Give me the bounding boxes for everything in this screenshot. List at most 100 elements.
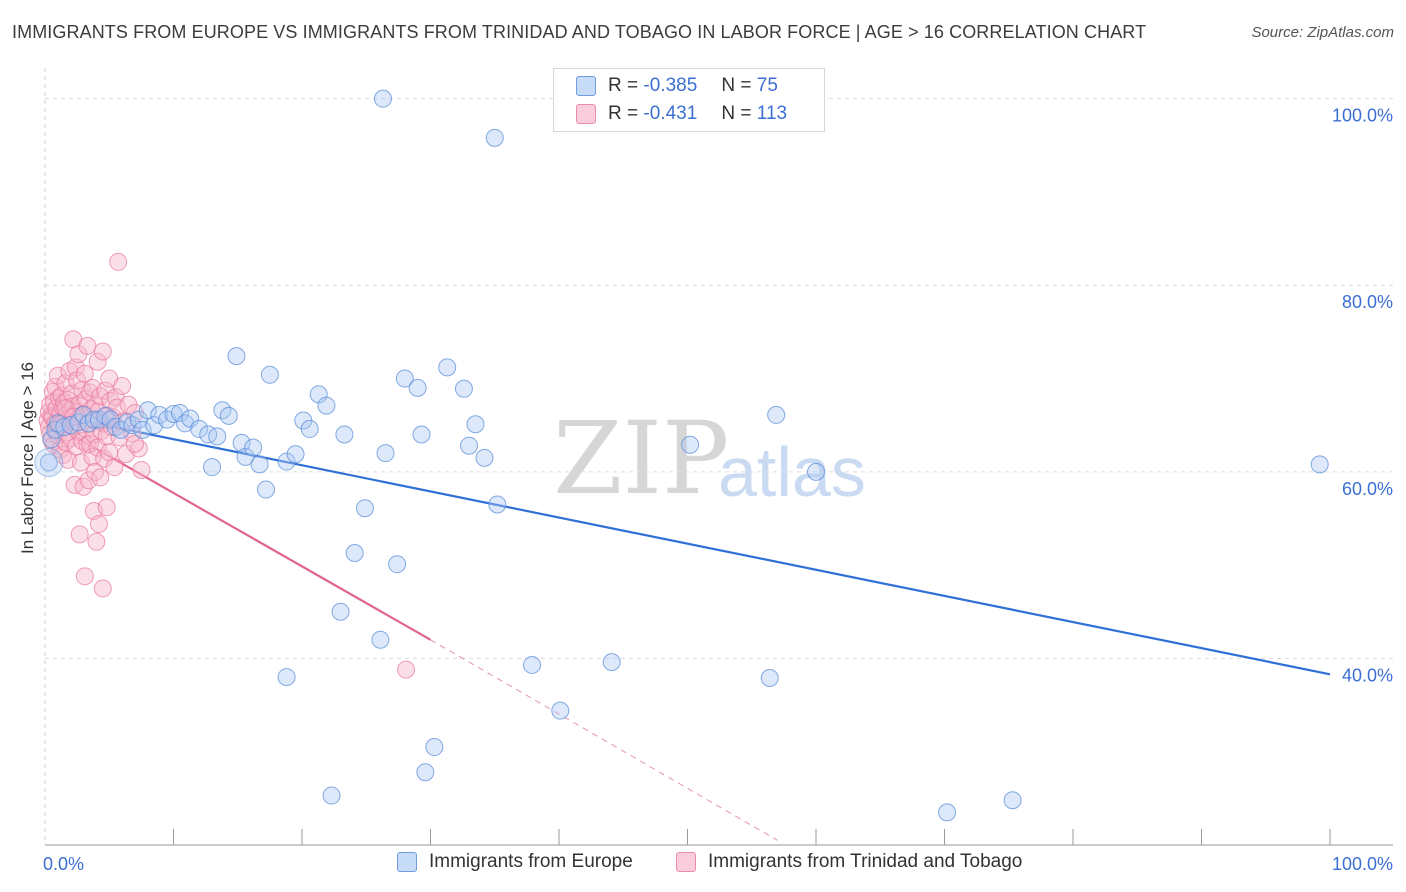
data-point-trinidad [100, 443, 119, 462]
data-point-trinidad [109, 252, 128, 271]
legend-label-trinidad: Immigrants from Trinidad and Tobago [708, 851, 1023, 872]
data-point-trinidad [97, 498, 116, 517]
data-point-europe [460, 436, 479, 455]
data-point-trinidad [397, 660, 416, 679]
data-point-trinidad [87, 532, 106, 551]
r-value-europe: -0.385 [643, 75, 698, 96]
data-point-europe [244, 438, 263, 457]
r-label: R = [608, 75, 639, 96]
n-value-europe: 75 [756, 75, 778, 96]
data-point-trinidad [93, 342, 112, 361]
legend-swatch-europe [397, 852, 417, 872]
source-label: Source: ZipAtlas.com [1251, 24, 1394, 41]
axes [45, 829, 1393, 846]
n-value-trinidad: 113 [756, 103, 788, 124]
data-point-trinidad [68, 371, 87, 390]
correlation-legend: R = -0.385 N = 75 R = -0.431 N = 113 [553, 68, 825, 132]
legend-swatch-europe [576, 76, 596, 96]
legend-label-europe: Immigrants from Europe [429, 851, 633, 872]
data-point-trinidad [132, 460, 151, 479]
legend-item-trinidad[interactable]: Immigrants from Trinidad and Tobago [676, 851, 1022, 873]
n-label: N = [721, 103, 752, 124]
data-point-europe [42, 430, 61, 449]
data-point-trinidad [91, 387, 110, 406]
data-point-europe [412, 425, 431, 444]
data-point-europe [395, 369, 414, 388]
data-point-europe [1310, 455, 1329, 474]
data-point-europe [118, 413, 137, 432]
r-value-trinidad: -0.431 [643, 103, 698, 124]
data-point-trinidad [75, 567, 94, 586]
trend-line-trinidad [44, 418, 432, 641]
y-tick-label: 100.0% [1332, 106, 1393, 126]
data-point-europe [488, 495, 507, 514]
trend-lines [44, 411, 1331, 841]
data-point-europe [317, 396, 336, 415]
data-point-europe [257, 480, 276, 499]
data-point-europe [1003, 791, 1022, 810]
data-point-europe [376, 444, 395, 463]
data-point-europe [345, 543, 364, 562]
legend-item-europe[interactable]: Immigrants from Europe [397, 851, 633, 873]
x-tick-label: 100.0% [1332, 854, 1393, 874]
data-point-europe [388, 555, 407, 574]
series-europe-points [34, 89, 1329, 822]
data-point-europe [485, 128, 504, 147]
data-point-trinidad [70, 394, 89, 413]
data-point-europe [286, 445, 305, 464]
data-point-europe [438, 358, 457, 377]
data-point-europe [277, 452, 296, 471]
data-point-trinidad [70, 525, 89, 544]
data-point-europe [203, 458, 222, 477]
data-point-europe [760, 669, 779, 688]
data-point-europe [111, 420, 130, 439]
data-point-europe [416, 763, 435, 782]
series-trinidad-points [38, 252, 416, 679]
data-point-europe [199, 425, 218, 444]
data-point-europe [190, 419, 209, 438]
data-point-trinidad [93, 579, 112, 598]
data-point-europe [322, 786, 341, 805]
data-point-trinidad [91, 468, 110, 487]
data-point-europe-cluster [34, 448, 64, 477]
data-point-europe [219, 406, 238, 425]
data-point-europe [300, 419, 319, 438]
data-point-europe [475, 448, 494, 467]
data-point-trinidad [89, 515, 108, 534]
legend-row-trinidad: R = -0.431 N = 113 [576, 102, 787, 126]
data-point-europe [133, 420, 152, 439]
n-label: N = [721, 75, 752, 96]
data-point-trinidad [71, 453, 90, 472]
data-point-europe [55, 418, 74, 437]
legend-swatch-trinidad [676, 852, 696, 872]
legend-swatch-trinidad [576, 104, 596, 124]
data-point-europe [335, 425, 354, 444]
data-point-europe [39, 453, 58, 472]
chart-title: IMMIGRANTS FROM EUROPE VS IMMIGRANTS FRO… [12, 22, 1147, 42]
data-point-europe [181, 409, 200, 428]
data-point-europe [170, 404, 189, 423]
y-tick-label: 40.0% [1342, 665, 1393, 685]
tick-labels: 40.0% 60.0% 80.0% 100.0% 0.0% 100.0% [43, 106, 1393, 874]
y-axis-label: In Labor Force | Age > 16 [18, 361, 37, 555]
watermark-zip: ZIP [553, 400, 730, 517]
data-point-trinidad [83, 447, 102, 466]
y-tick-label: 60.0% [1342, 479, 1393, 499]
data-point-europe [373, 89, 392, 108]
data-point-trinidad [96, 381, 115, 400]
trend-line-europe [44, 411, 1331, 676]
data-point-europe [277, 668, 296, 687]
data-point-europe [551, 701, 570, 720]
data-point-europe [236, 447, 255, 466]
series-legend: Immigrants from Europe Immigrants from T… [0, 851, 1406, 879]
data-point-trinidad [113, 377, 132, 395]
r-label: R = [608, 103, 639, 124]
data-point-europe [523, 655, 542, 674]
data-point-europe [208, 427, 227, 446]
data-point-europe [250, 455, 269, 474]
data-point-europe [425, 738, 444, 757]
data-point-europe [371, 630, 390, 649]
data-point-europe [681, 435, 700, 454]
data-point-europe [331, 602, 350, 621]
